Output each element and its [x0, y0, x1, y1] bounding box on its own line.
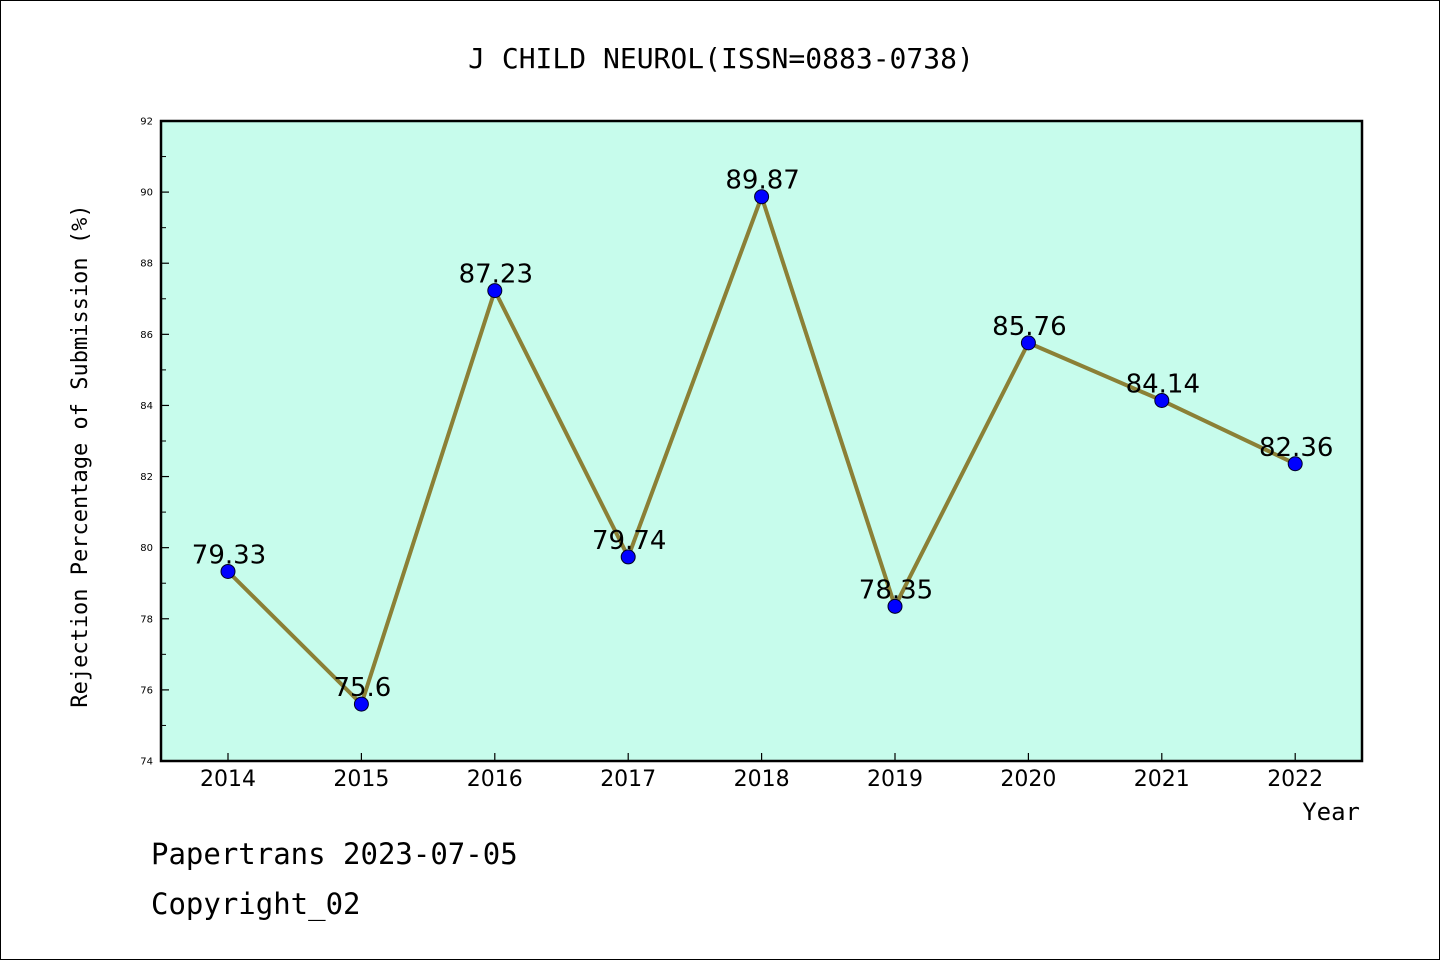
x-tick-label: 2022: [1267, 767, 1323, 792]
data-point-marker: [220, 563, 236, 579]
y-tick-label: 88: [140, 259, 153, 270]
data-label: 79.74: [592, 526, 666, 556]
y-axis-title: Rejection Percentage of Submission (%): [68, 204, 93, 707]
data-label: 79.33: [192, 540, 266, 570]
data-label: 89.87: [725, 166, 799, 196]
data-point-marker: [754, 189, 770, 205]
x-tick-label: 2018: [734, 767, 790, 792]
data-label: 87.23: [459, 260, 533, 290]
chart-title: J CHILD NEUROL(ISSN=0883-0738): [468, 42, 974, 75]
x-tick-label: 2021: [1134, 767, 1190, 792]
y-tick-label: 82: [140, 472, 153, 483]
data-point-marker: [887, 598, 903, 614]
data-point-marker: [620, 549, 636, 565]
data-label: 85.76: [992, 312, 1066, 342]
x-tick-label: 2015: [333, 767, 389, 792]
y-tick-label: 76: [140, 685, 153, 696]
y-tick-label: 74: [140, 757, 153, 768]
data-label: 82.36: [1259, 433, 1333, 463]
data-point-marker: [353, 696, 369, 712]
data-point-marker: [1154, 392, 1170, 408]
x-tick-label: 2017: [600, 767, 656, 792]
data-point-marker: [487, 283, 503, 299]
y-tick-label: 78: [140, 614, 153, 625]
y-tick-label: 90: [140, 188, 153, 199]
y-tick-label: 84: [140, 401, 153, 412]
y-tick-label: 80: [140, 543, 153, 554]
data-point-marker: [1020, 335, 1036, 351]
data-point-marker: [1287, 456, 1303, 472]
x-tick-label: 2019: [867, 767, 923, 792]
x-axis-title: Year: [1302, 798, 1360, 826]
footer-copyright-text: Copyright_02: [151, 887, 361, 921]
plot-frame: [159, 119, 1364, 763]
y-tick-label: 92: [140, 117, 153, 128]
y-tick-label: 86: [140, 330, 153, 341]
data-label: 78.35: [859, 575, 933, 605]
data-label: 75.6: [333, 673, 391, 703]
x-tick-label: 2016: [467, 767, 523, 792]
plot-area: [161, 121, 1362, 761]
x-tick-label: 2014: [200, 767, 256, 792]
data-label: 84.14: [1126, 369, 1200, 399]
x-tick-label: 2020: [1000, 767, 1056, 792]
footer-date-text: Papertrans 2023-07-05: [151, 837, 518, 871]
